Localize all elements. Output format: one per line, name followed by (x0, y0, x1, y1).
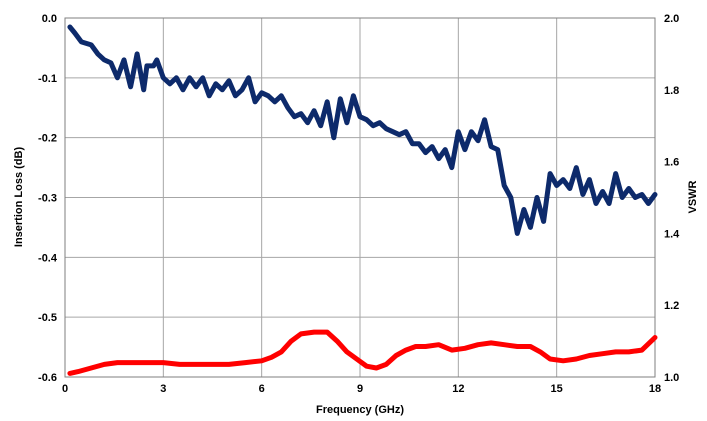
y2-tick-label: 1.8 (664, 85, 679, 97)
y-axis-title: Insertion Loss (dB) (13, 147, 25, 248)
x-tick-label: 15 (551, 383, 563, 395)
x-tick-label: 0 (62, 383, 68, 395)
insertion-loss-series-line (67, 24, 658, 236)
x-axis-title: Frequency (GHz) (316, 404, 404, 416)
series-layer (67, 24, 658, 376)
y-tick-label: 0.0 (42, 13, 57, 25)
y2-tick-label: 1.6 (664, 157, 679, 169)
y-tick-label: -0.4 (38, 252, 58, 264)
vswr-series-line (67, 329, 658, 376)
x-tick-label: 3 (160, 383, 166, 395)
y-tick-label: -0.3 (38, 193, 57, 205)
tick-labels: 0 3 6 9 12 15 18 0.0 -0.1 -0.2 -0.3 -0.4 -0.5 -0.6 2.0… (38, 13, 680, 395)
x-tick-label: 12 (452, 383, 464, 395)
y-tick-label: -0.2 (38, 133, 57, 145)
x-tick-label: 18 (649, 383, 661, 395)
y2-axis-title: VSWR (687, 180, 699, 213)
y-tick-label: -0.5 (38, 312, 57, 324)
y-tick-label: -0.1 (38, 73, 57, 85)
y2-tick-label: 1.2 (664, 300, 679, 312)
x-tick-label: 9 (357, 383, 363, 395)
y-tick-label: -0.6 (38, 372, 57, 384)
y2-tick-label: 2.0 (664, 13, 679, 25)
x-tick-label: 6 (259, 383, 265, 395)
grid-lines (65, 18, 655, 377)
y2-tick-label: 1.0 (664, 372, 679, 384)
y2-tick-label: 1.4 (664, 228, 680, 240)
